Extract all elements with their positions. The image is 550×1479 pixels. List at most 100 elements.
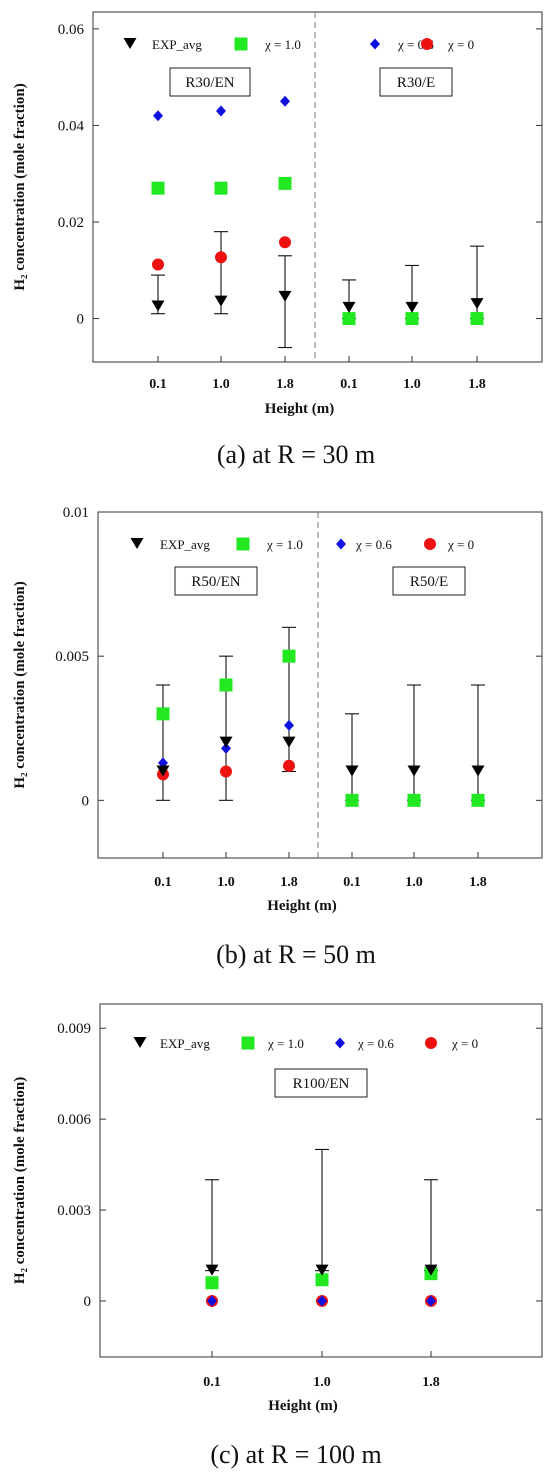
chart-caption: (a) at R = 30 m xyxy=(217,440,375,469)
group-label: R30/EN xyxy=(185,75,234,91)
y-tick-label: 0.01 xyxy=(63,505,89,521)
data-point xyxy=(345,793,359,807)
data-point xyxy=(156,707,170,721)
x-tick-label: 0.1 xyxy=(343,875,361,890)
y-tick-label: 0.006 xyxy=(57,1112,91,1128)
data-point xyxy=(282,736,296,748)
x-tick-label: 1.0 xyxy=(313,1375,331,1390)
data-point xyxy=(207,1295,217,1307)
data-point xyxy=(407,765,421,777)
data-point xyxy=(214,181,228,195)
legend-label: EXP_avg xyxy=(160,1036,210,1051)
legend-label: χ = 0.6 xyxy=(357,1036,394,1051)
legend-label: χ = 0 xyxy=(451,1036,478,1051)
data-point xyxy=(426,1295,436,1307)
data-point xyxy=(424,1264,438,1276)
data-point xyxy=(151,181,165,195)
chart-caption: (c) at R = 100 m xyxy=(210,1440,381,1469)
data-point xyxy=(221,742,231,754)
legend-label: χ = 0 xyxy=(447,537,474,552)
data-point xyxy=(342,301,356,313)
x-tick-label: 1.0 xyxy=(217,875,235,890)
y-tick-label: 0.02 xyxy=(58,215,84,231)
data-point xyxy=(214,295,228,307)
data-point xyxy=(219,736,233,748)
x-tick-label: 0.1 xyxy=(149,377,167,392)
legend-marker xyxy=(424,538,436,550)
y-axis-title: H₂ concentration (mole fraction) xyxy=(12,83,28,290)
data-point xyxy=(205,1276,219,1290)
group-label-box xyxy=(174,566,258,596)
legend-label: χ = 0 xyxy=(447,37,474,52)
x-tick-label: 0.1 xyxy=(340,377,358,392)
data-point xyxy=(345,765,359,777)
data-point xyxy=(152,258,164,271)
data-point xyxy=(315,1264,329,1276)
legend-marker xyxy=(236,537,250,551)
legend-marker xyxy=(133,1037,147,1048)
group-label: R50/EN xyxy=(191,574,240,590)
data-point xyxy=(280,95,290,107)
legend-label: EXP_avg xyxy=(152,37,202,52)
group-label-box xyxy=(392,566,466,596)
legend-marker xyxy=(425,1037,437,1049)
group-label: R30/E xyxy=(397,75,435,91)
data-point xyxy=(471,765,485,777)
legend-marker xyxy=(241,1036,255,1050)
legend-marker xyxy=(421,38,433,50)
legend-label: χ = 1.0 xyxy=(267,1036,304,1051)
data-point xyxy=(405,301,419,313)
y-tick-label: 0.009 xyxy=(57,1021,91,1037)
group-label: R50/E xyxy=(410,574,448,590)
data-point xyxy=(220,765,232,778)
data-point xyxy=(278,290,292,302)
data-point xyxy=(219,678,233,692)
data-point xyxy=(278,176,292,190)
y-tick-label: 0 xyxy=(77,312,85,328)
x-tick-label: 0.1 xyxy=(203,1375,221,1390)
legend-label: χ = 0.6 xyxy=(355,537,392,552)
legend-marker xyxy=(123,38,137,49)
y-tick-label: 0.003 xyxy=(57,1203,91,1219)
x-tick-label: 1.8 xyxy=(469,875,487,890)
data-point xyxy=(284,719,294,731)
data-point xyxy=(405,312,419,326)
x-tick-label: 1.8 xyxy=(468,377,486,392)
data-point xyxy=(282,649,296,663)
legend-marker xyxy=(234,37,248,51)
group-label-box xyxy=(274,1068,368,1098)
y-tick-label: 0 xyxy=(82,793,90,809)
data-point xyxy=(407,793,421,807)
x-axis-title: Height (m) xyxy=(265,401,335,417)
x-axis-title: Height (m) xyxy=(268,1398,338,1414)
data-point xyxy=(156,765,170,777)
y-tick-label: 0.005 xyxy=(55,649,89,665)
group-label-box xyxy=(379,67,453,97)
x-tick-label: 1.8 xyxy=(280,875,298,890)
plot-frame xyxy=(92,11,543,363)
x-tick-label: 1.0 xyxy=(212,377,230,392)
data-point xyxy=(153,110,163,122)
x-tick-label: 0.1 xyxy=(154,875,172,890)
data-point xyxy=(216,105,226,117)
legend-marker xyxy=(370,38,380,50)
y-axis-title: H₂ concentration (mole fraction) xyxy=(12,581,28,788)
legend-label: χ = 1.0 xyxy=(264,37,301,52)
x-tick-label: 1.0 xyxy=(405,875,423,890)
data-point xyxy=(470,312,484,326)
data-point xyxy=(315,1273,329,1287)
group-label: R100/EN xyxy=(293,1076,350,1092)
y-axis-title: H₂ concentration (mole fraction) xyxy=(12,1077,28,1284)
x-tick-label: 1.8 xyxy=(276,377,294,392)
legend-label: χ = 1.0 xyxy=(266,537,303,552)
data-point xyxy=(283,759,295,772)
plot-frame xyxy=(99,1003,543,1358)
y-tick-label: 0.06 xyxy=(58,22,85,38)
y-tick-label: 0 xyxy=(84,1294,92,1310)
data-point xyxy=(215,251,227,264)
chart-caption: (b) at R = 50 m xyxy=(216,940,376,969)
data-point xyxy=(151,300,165,312)
x-tick-label: 1.0 xyxy=(403,377,421,392)
data-point xyxy=(470,298,484,310)
